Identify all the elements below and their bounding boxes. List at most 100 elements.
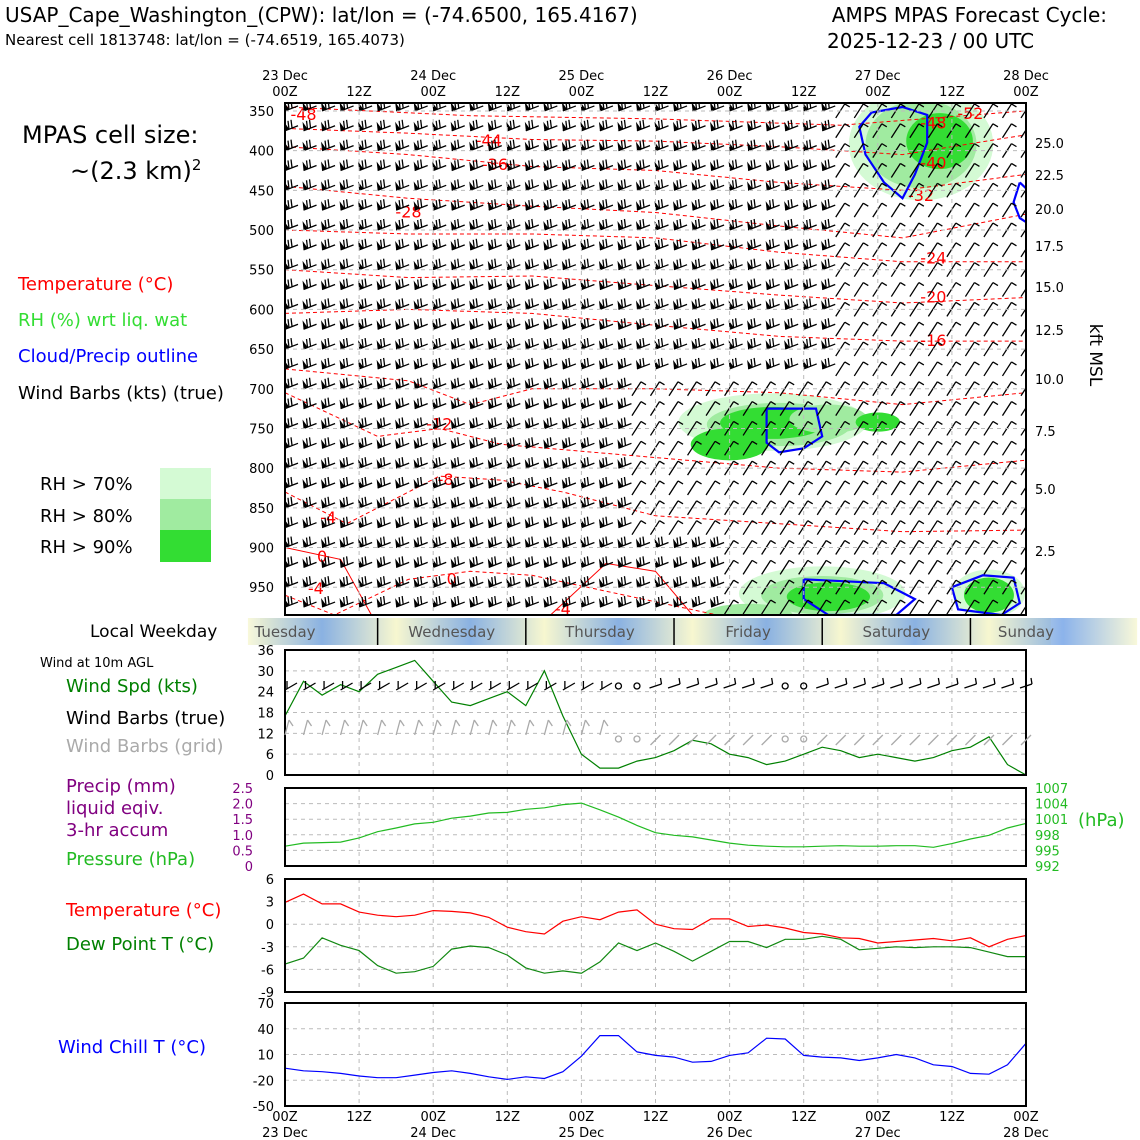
wind-barb [450,318,465,330]
wind-barb [710,199,725,211]
wind-barb [705,440,721,456]
wind-barb [432,337,447,350]
wind-barb [561,576,577,588]
legend-cloud: Cloud/Precip outline [18,346,199,367]
wind-barb [853,520,869,536]
wind-barbs-true-label: Wind Barbs (true) [66,708,226,729]
wind-barb [302,576,317,588]
wind-barb [872,361,888,377]
wind-barb [413,318,428,330]
weekday-label: Local Weekday [90,622,218,642]
wind-barb [506,496,521,509]
wind-barb [395,103,410,112]
wind-barb [450,397,465,410]
wind-barb [561,437,577,449]
wind-barb [927,103,943,119]
wind-barb [302,377,317,390]
wind-barb [469,536,484,549]
wind-barb [561,457,577,469]
wind-barb [450,377,465,390]
wind-barb [580,238,595,251]
wind-barb [631,520,647,536]
wind-barb [561,476,577,489]
wind-barb [321,536,336,549]
wind-barb [395,159,410,172]
wind-barb [358,159,373,172]
wind-barb [617,397,632,410]
wind-barb [487,318,503,330]
bottom-hour-label: 12Z [346,1110,372,1125]
wind-barb [1020,486,1026,496]
wind-barb [450,516,465,529]
wind-barb [853,401,869,416]
bottom-hour-label: 00Z [569,1110,595,1125]
wind-barb [598,417,614,430]
wind-barb [724,480,739,496]
wind-barb [450,595,465,608]
wind-barb [543,397,558,410]
wind-barb [321,417,336,430]
surface-barb [704,683,718,689]
wind-barb [321,516,336,529]
wind-barb [654,278,669,291]
bottom-date-label: 27 Dec [855,1126,901,1140]
wind-barb [376,377,391,390]
wind-barb [673,258,688,271]
wind-barb [376,119,391,132]
wind-barb [432,536,447,549]
grid-barb [395,719,401,736]
wind-barb [339,298,354,310]
wind-barb [469,258,484,271]
wind-barb [872,559,888,575]
wind-barb [687,500,702,516]
wind-barb [561,357,577,370]
wind-barb [964,440,980,456]
bottom-hour-label: 00Z [865,1110,891,1125]
wind-barb [432,139,447,152]
wind-barb [909,480,925,496]
wind-barb [543,337,558,350]
weekday-friday: Friday [725,623,771,641]
wind-barb [561,496,577,509]
surface-barb [733,677,737,685]
wind-barb [543,238,558,251]
wind-barb [450,496,465,509]
wind-barb [821,278,836,291]
top-hour-label: 00Z [865,85,891,100]
surface-barb [1011,677,1015,685]
wind-barb [321,159,336,172]
wind-barb [487,218,503,231]
wind-barb [890,281,906,297]
wind-barb [654,139,669,152]
wind-barb [691,238,706,251]
top-hour-label: 00Z [569,85,595,100]
wind-barb [413,437,428,449]
wind-barb [432,556,447,568]
wind-barb [687,440,702,456]
wind-barb [487,357,503,370]
wind-barb [1001,440,1017,456]
wind-barb [1001,202,1017,218]
wind-barb [761,480,776,496]
wind-barb [802,318,817,330]
wind-barb [983,500,999,516]
wind-barb [469,298,484,310]
precip-tick: 1.0 [232,829,253,844]
wind-barb [339,103,354,112]
surface-barb [741,683,755,689]
wind-barb [747,218,762,231]
grid-barb [510,719,516,727]
pressure-tick: 450 [249,184,274,199]
wind-barb [561,258,577,271]
wind-barb [687,381,702,397]
windchill-tick: -50 [253,1100,274,1115]
wind-barb [543,496,558,509]
wind-barb [710,337,725,350]
wind-barb [432,179,447,191]
wind-barb [872,480,888,496]
wind-barb [506,179,521,191]
weekday-sunday: Sunday [998,623,1054,641]
wind-barb [321,357,336,370]
wind-barb [691,556,706,568]
wind-barb [927,420,943,436]
